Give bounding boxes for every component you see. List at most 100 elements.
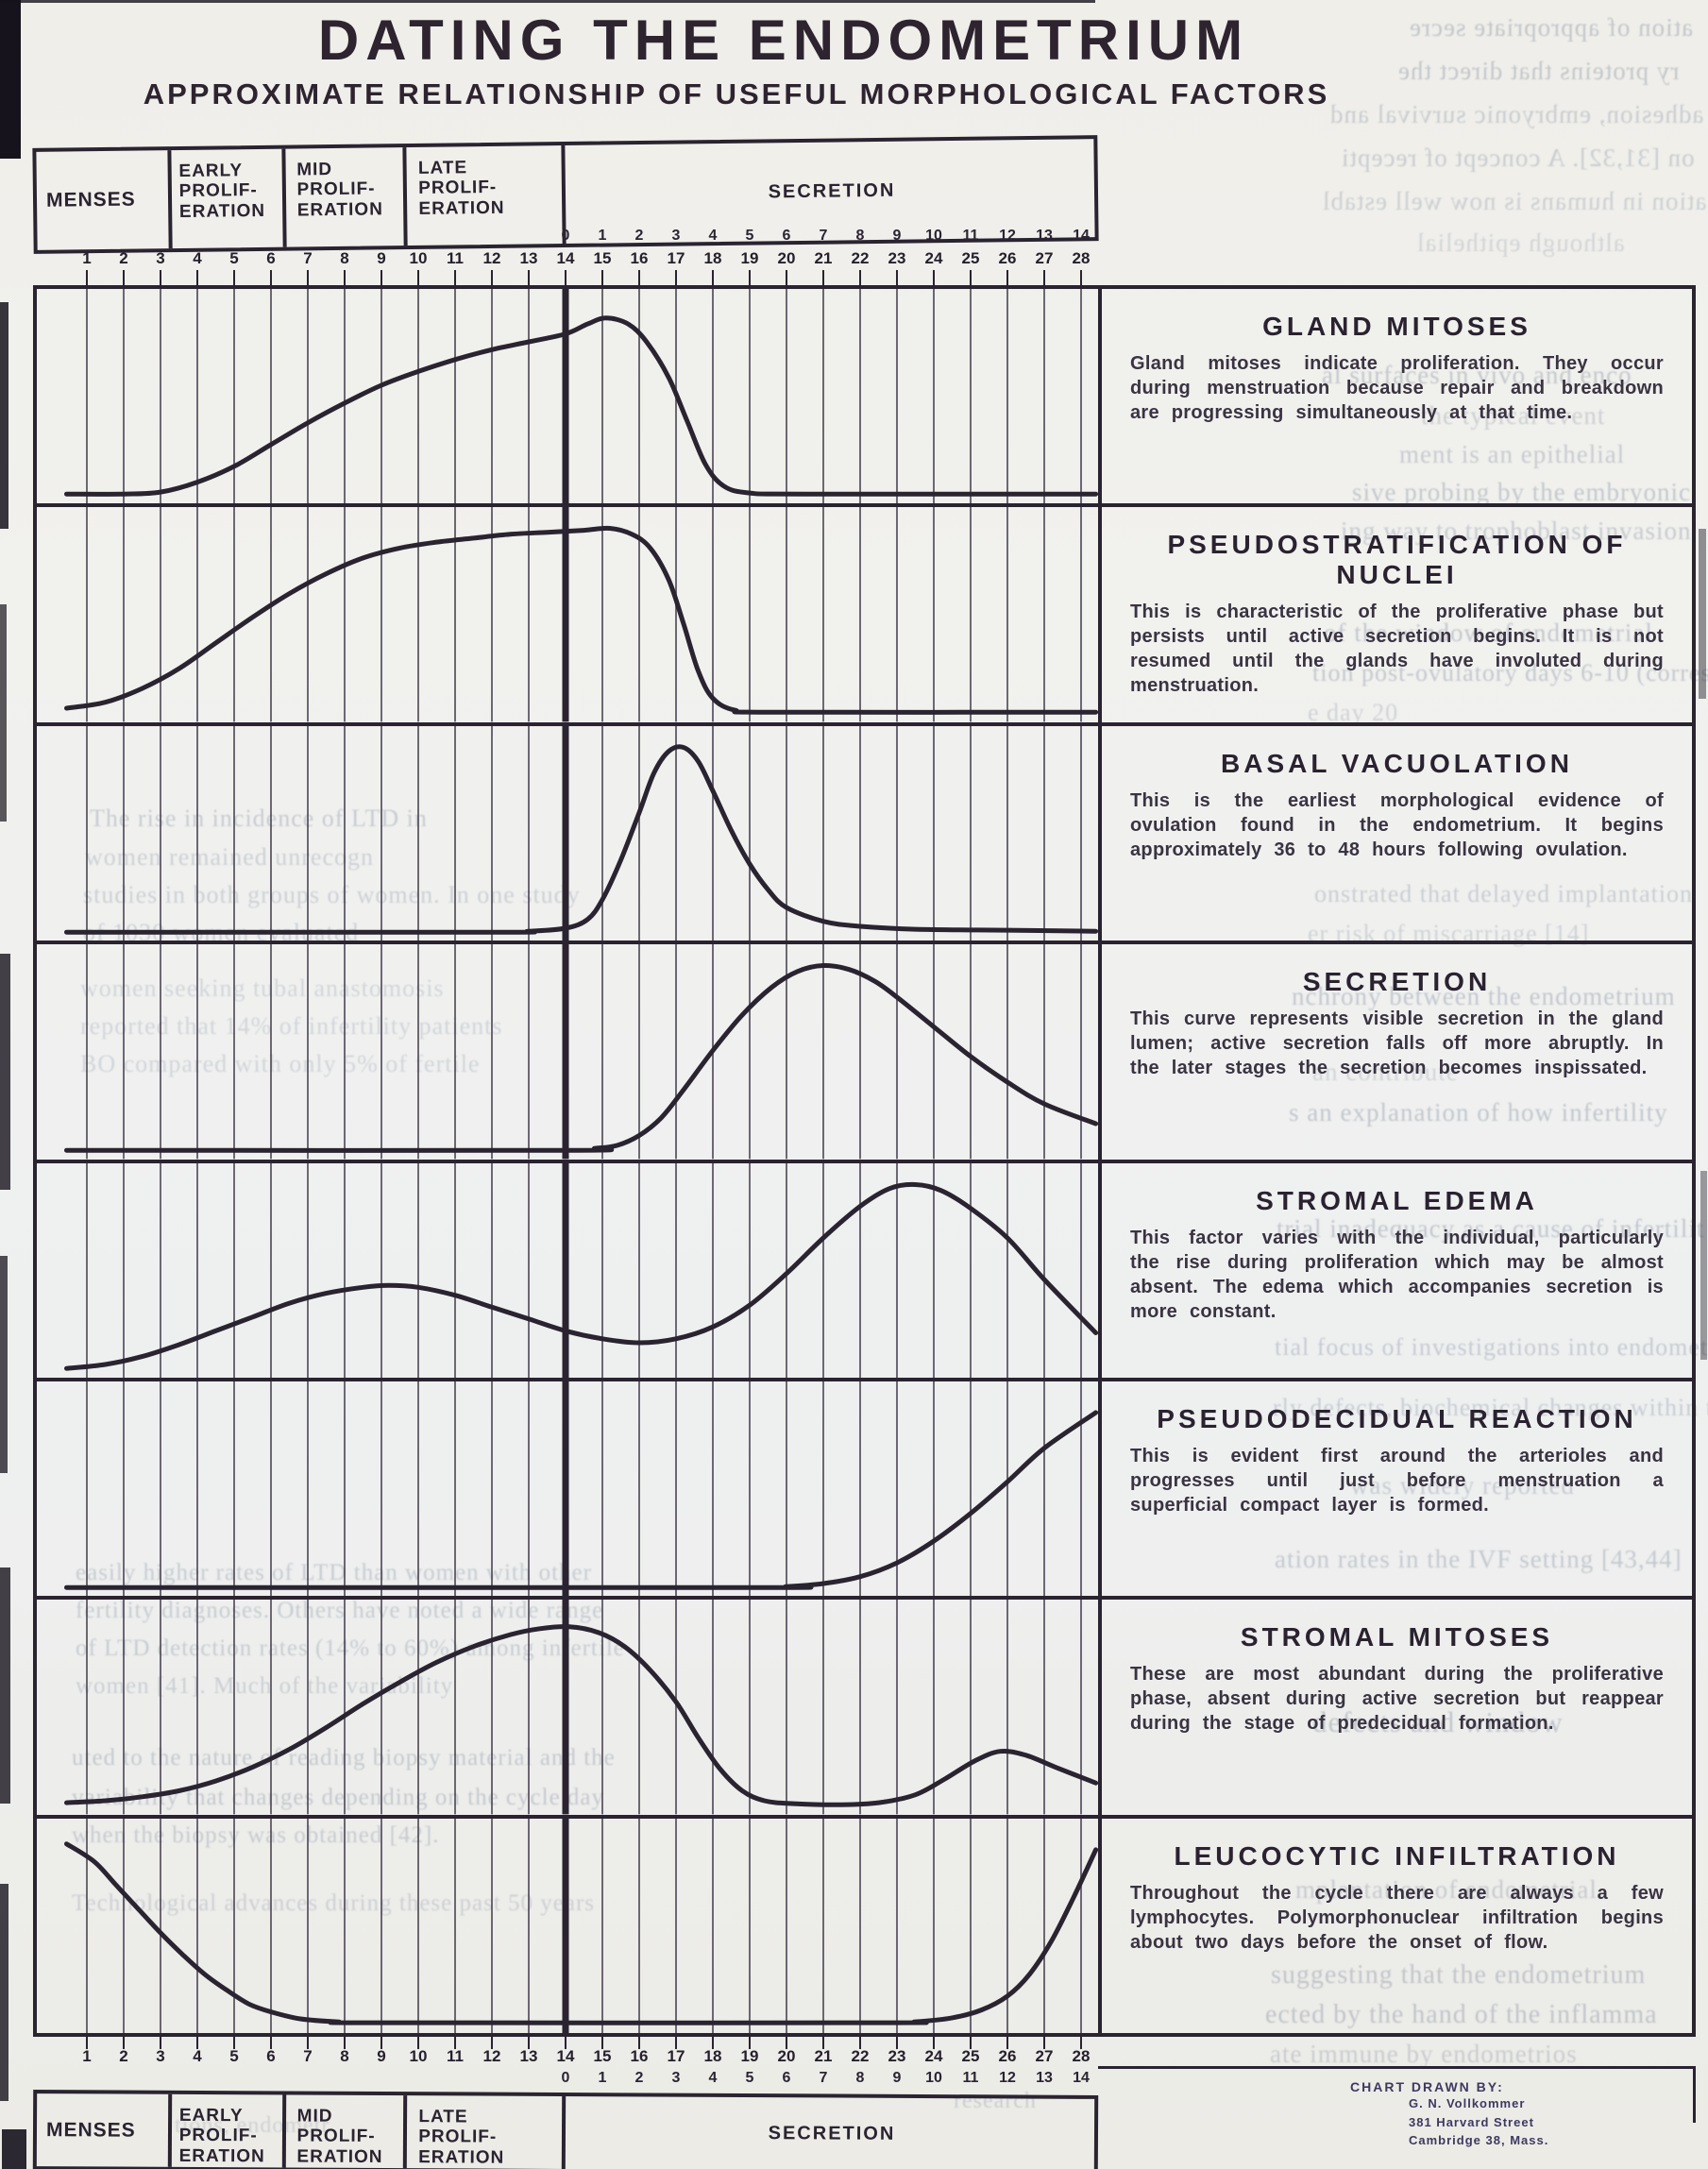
day-gridline (675, 1381, 677, 1597)
day-gridline (638, 1818, 640, 2033)
day-gridline (380, 944, 382, 1160)
day-gridline (528, 725, 530, 941)
day-tick (970, 270, 972, 285)
cycle-day-label: 4 (193, 249, 202, 267)
day-gridline (1043, 289, 1045, 504)
ghost-text-fragment: nchrony between the endometrium (1292, 982, 1676, 1010)
day-gridline (454, 944, 456, 1160)
panel-text-gland-mitoses: GLAND MITOSES Gland mitoses indicate prol… (1102, 289, 1692, 503)
day-gridline (859, 725, 861, 941)
post-ovulatory-day-label: 8 (855, 2070, 865, 2086)
day-gridline (491, 1600, 493, 1815)
day-tick (970, 2037, 972, 2049)
day-gridline (1043, 944, 1045, 1160)
day-tick (454, 270, 456, 285)
day-gridline (1080, 1818, 1082, 2033)
day-gridline (786, 1818, 787, 2033)
cycle-day-label: 2 (119, 2047, 128, 2065)
day-tick (307, 270, 309, 285)
phase-label-line: EARLY (178, 161, 244, 182)
cycle-day-label: 20 (777, 249, 796, 267)
day-gridline (233, 1162, 235, 1378)
day-tick (565, 2037, 567, 2049)
post-ovulatory-day-label: 14 (1073, 2070, 1090, 2086)
day-gridline (270, 289, 272, 504)
day-gridline (749, 289, 751, 504)
phase-label-line: LATE (418, 2107, 468, 2127)
day-gridline (1080, 289, 1082, 504)
panel-horizontal-border (33, 1159, 1696, 1163)
day-gridline (1006, 944, 1008, 1160)
post-ovulatory-day-label: 3 (671, 2070, 681, 2086)
cycle-day-label: 18 (703, 2047, 722, 2065)
curve-chart-leucocytic-infiltration (64, 1818, 1098, 2033)
ghost-text-fragment: sive probing by the embryonic (1352, 478, 1691, 506)
post-ovulatory-day-label: 10 (925, 228, 942, 244)
day-gridline (123, 1818, 125, 2033)
cycle-day-label: 17 (667, 2047, 685, 2065)
cycle-day-label: 8 (340, 2047, 349, 2065)
phase-cell-late-prolif--eration: LATE PROLIF- ERATION (407, 2095, 567, 2169)
day-gridline (86, 1381, 88, 1597)
phase-label-line: PROLIF- (418, 2127, 498, 2147)
cycle-day-label: 7 (303, 249, 313, 267)
panel-title: BASAL VACUOLATION (1221, 748, 1573, 778)
day-gridline (1006, 1818, 1008, 2033)
day-gridline (380, 725, 382, 941)
panel-description: This is the earliest morphological evide… (1130, 789, 1664, 860)
panel-title: PSEUDODECIDUAL REACTION (1157, 1403, 1637, 1433)
day-tick (380, 270, 382, 285)
day-gridline (933, 289, 935, 504)
curve-chart-stromal-mitoses (64, 1600, 1098, 1815)
day-gridline (601, 1381, 603, 1597)
day-gridline (749, 507, 751, 722)
day-gridline (712, 289, 714, 504)
day-gridline (307, 1818, 309, 2033)
day-gridline (786, 507, 787, 722)
day-tick (344, 2037, 346, 2049)
day-gridline (749, 1818, 751, 2033)
day-gridline (933, 507, 935, 722)
phase-label-line: ERATION (418, 197, 505, 219)
figure-left-border (33, 285, 37, 2037)
day-gridline (123, 725, 125, 941)
panel-title: STROMAL MITOSES (1240, 1622, 1554, 1652)
phase-cell-early-prolif--eration: EARLY PROLIF- ERATION (167, 2093, 286, 2168)
day-tick (1043, 270, 1045, 285)
day-gridline (528, 1600, 530, 1815)
day-gridline (86, 289, 88, 504)
day-gridline (970, 289, 972, 504)
post-ovulatory-day-label: 14 (1073, 228, 1090, 244)
phase-cell-mid-prolif--eration: MID PROLIF- ERATION (284, 147, 408, 247)
day-gridline (454, 725, 456, 941)
day-gridline (196, 1600, 198, 1815)
day-tick (712, 2037, 714, 2049)
ghost-text-fragment: ected by the hand of the inflamma (1265, 2000, 1658, 2029)
day-tick (233, 2037, 235, 2049)
day-gridline (160, 289, 161, 504)
cycle-day-label: 14 (556, 249, 575, 267)
day-gridline (822, 725, 824, 941)
day-gridline (123, 1600, 125, 1815)
day-gridline (380, 507, 382, 722)
day-gridline (601, 507, 603, 722)
cycle-day-label: 16 (630, 249, 649, 267)
day-gridline (712, 1600, 714, 1815)
day-gridline (749, 1162, 751, 1378)
day-gridline (1006, 507, 1008, 722)
curve-chart-basal-vacuolation (64, 725, 1098, 941)
day-gridline (123, 1381, 125, 1597)
factor-curve-pseudodecidual-reaction (64, 1410, 1098, 1590)
cycle-day-label: 11 (447, 249, 464, 267)
day-gridline (270, 944, 272, 1160)
cycle-day-label: 26 (998, 2047, 1017, 2065)
panel-leucocytic-infiltration: LEUCOCYTIC INFILTRATION Throughout the cy… (33, 1818, 1692, 2033)
cycle-day-label: 22 (851, 2047, 870, 2065)
day-gridline (123, 289, 125, 504)
day-tick (822, 2037, 824, 2049)
day-gridline (123, 944, 125, 1160)
day-gridline (417, 1818, 419, 2033)
day-gridline (528, 507, 530, 722)
day-tick (1006, 270, 1008, 285)
